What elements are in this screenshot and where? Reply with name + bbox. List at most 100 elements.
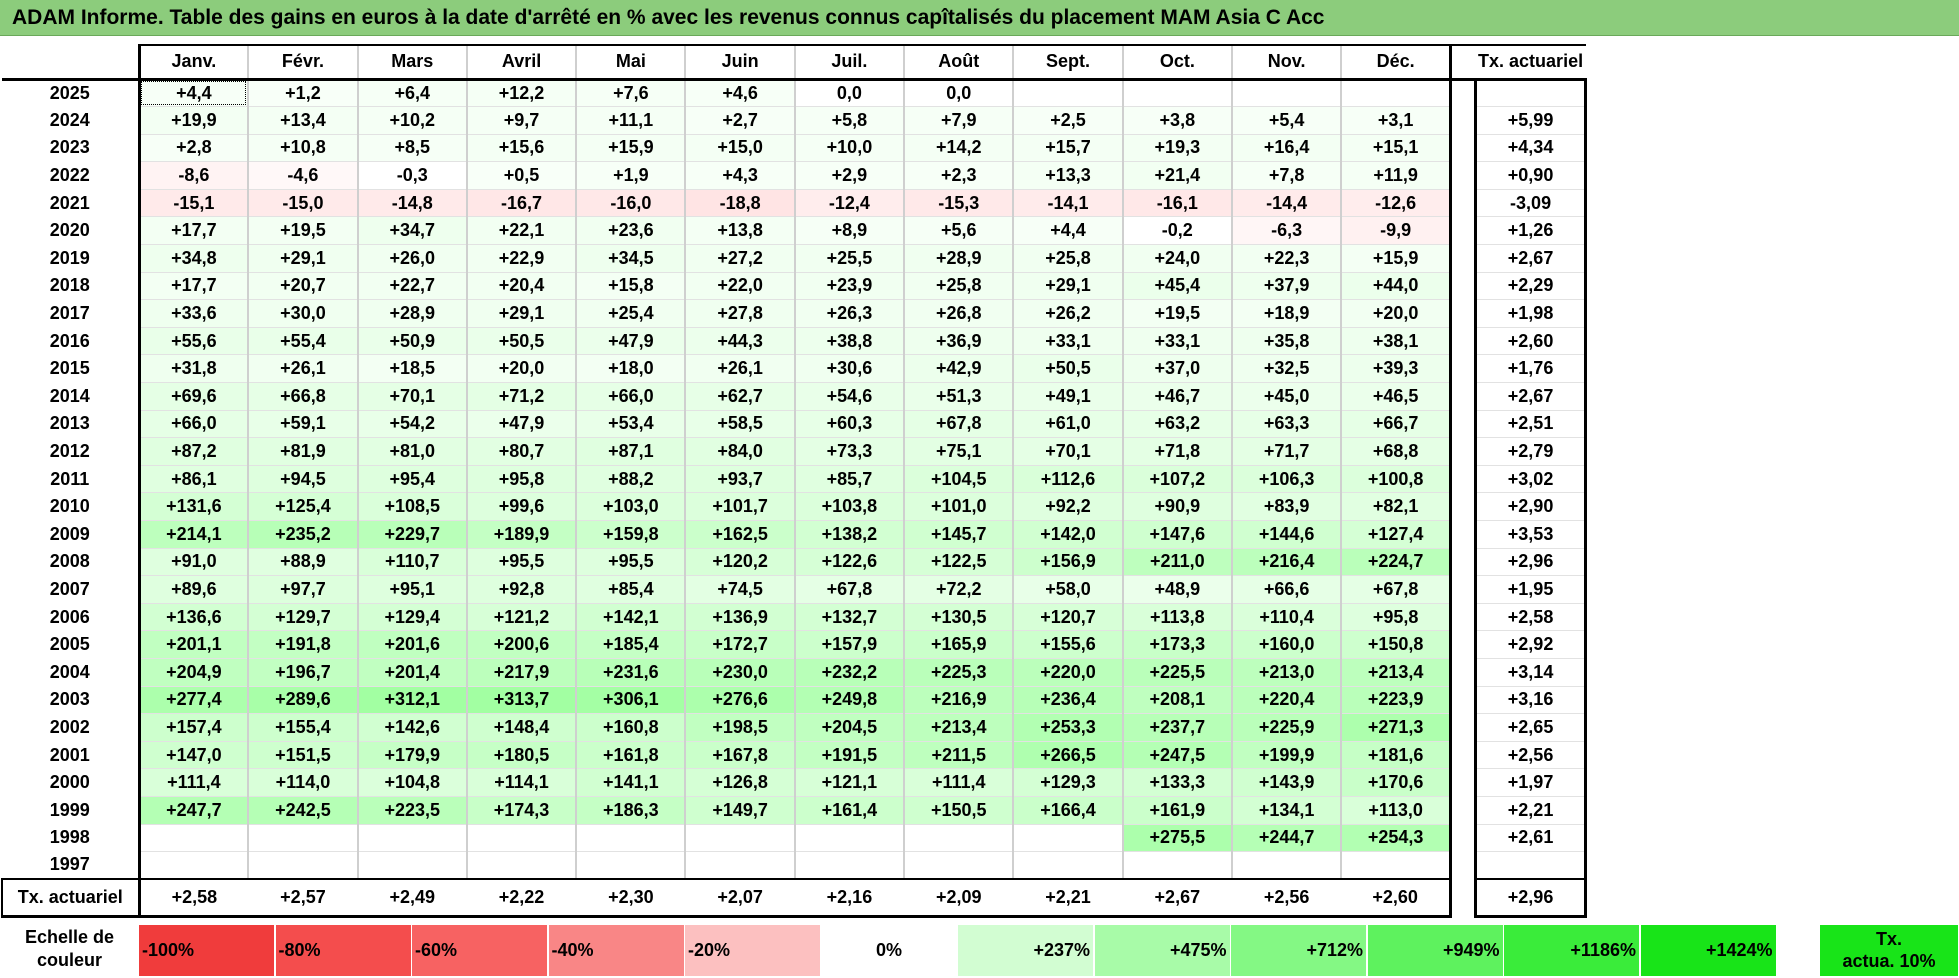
month-header: Déc. <box>1340 44 1453 81</box>
rate-cell: +2,96 <box>1474 547 1588 577</box>
table-row: 2025 +4,4 +1,2 +6,4 +12,2 +7,6 +4,6 0,0 0,0 <box>2 78 1588 108</box>
rate-cell: +5,99 <box>1474 106 1588 135</box>
table-row: 2022 -8,6 -4,6 -0,3 +0,5 +1,9 +4,3 +2,9 +2,3 +13,… <box>2 161 1588 190</box>
value-cell: +277,4 <box>137 685 250 715</box>
value-cell: +22,0 <box>684 271 796 301</box>
value-cell: +133,3 <box>1121 768 1233 797</box>
value-cell: +90,9 <box>1121 492 1233 521</box>
value-cell: +2,3 <box>903 161 1015 190</box>
value-cell: +312,1 <box>356 685 468 715</box>
value-cell: +8,9 <box>793 216 906 246</box>
value-cell: +26,1 <box>684 354 796 384</box>
value-cell: +42,9 <box>903 354 1015 384</box>
value-cell: +88,2 <box>575 464 687 494</box>
value-cell: +60,3 <box>793 409 906 439</box>
value-cell: +142,6 <box>356 713 468 742</box>
value-cell: +46,7 <box>1121 382 1233 411</box>
value-cell: +33,6 <box>137 299 250 328</box>
value-cell: +185,4 <box>575 630 687 659</box>
value-cell: +306,1 <box>575 685 687 715</box>
value-cell: +25,4 <box>575 299 687 328</box>
column-gap <box>1450 879 1476 917</box>
value-cell <box>356 851 468 881</box>
year-label: 2018 <box>49 275 90 296</box>
value-cell: +36,9 <box>903 326 1015 356</box>
value-cell: +19,5 <box>1121 299 1233 328</box>
rate-cell: +3,53 <box>1474 520 1588 549</box>
column-gap <box>1450 575 1476 604</box>
value-cell: +7,9 <box>903 106 1015 135</box>
scale-swatch: -40% <box>548 925 684 976</box>
value-cell: +129,3 <box>1012 768 1124 797</box>
value-cell: +29,1 <box>247 244 359 273</box>
value-cell: +214,1 <box>137 520 250 549</box>
value-cell: +87,1 <box>575 437 687 466</box>
value-cell <box>1012 78 1124 108</box>
value-cell: -0,2 <box>1121 216 1233 246</box>
year-label: 2011 <box>50 468 90 489</box>
value-cell: +15,6 <box>465 133 578 163</box>
value-cell: +6,4 <box>356 78 468 108</box>
value-cell: -12,6 <box>1340 188 1453 218</box>
value-cell: +229,7 <box>356 520 468 549</box>
value-cell: +49,1 <box>1012 382 1124 411</box>
table-row: 2023 +2,8 +10,8 +8,5 +15,6 +15,9 +15,0 +10,0 +14… <box>2 133 1588 163</box>
value-cell: +66,0 <box>137 409 250 439</box>
rate-cell: +1,95 <box>1474 575 1588 604</box>
value-cell: +201,4 <box>356 657 468 687</box>
value-cell: +5,8 <box>793 106 906 135</box>
column-gap <box>1450 548 1476 576</box>
value-cell: +161,4 <box>793 795 906 825</box>
table-row: 2008 +91,0 +88,9 +110,7 +95,5 +95,5 +120,2 +122… <box>2 547 1588 577</box>
value-cell: -14,8 <box>356 188 468 218</box>
rate-cell: +0,90 <box>1474 161 1588 190</box>
value-cell: +27,8 <box>684 299 796 328</box>
value-cell: +111,4 <box>903 768 1015 797</box>
rate-cell: +1,97 <box>1474 768 1588 797</box>
value-cell: +54,6 <box>793 382 906 411</box>
value-cell: +9,7 <box>465 106 578 135</box>
month-header: Janv. <box>137 44 249 81</box>
table-row: 2001 +147,0 +151,5 +179,9 +180,5 +161,8 +167,8… <box>2 740 1588 770</box>
value-cell: +32,5 <box>1230 354 1343 384</box>
value-cell: +74,5 <box>684 575 796 604</box>
value-cell: +25,8 <box>903 271 1015 301</box>
value-cell: +47,9 <box>575 326 687 356</box>
table-row: 1998 +275,5 +244,7 +254,3 +2,61 <box>2 823 1588 853</box>
value-cell: +4,4 <box>1012 216 1124 246</box>
value-cell: +55,4 <box>247 326 359 356</box>
year-label: 2022 <box>49 165 90 186</box>
value-cell: +20,7 <box>247 271 359 301</box>
value-cell: +213,4 <box>1340 657 1453 687</box>
value-cell: +18,5 <box>356 354 468 384</box>
value-cell: +89,6 <box>137 575 250 604</box>
value-cell: +141,1 <box>575 768 687 797</box>
value-cell: +275,5 <box>1121 823 1233 853</box>
value-cell: +34,5 <box>575 244 687 273</box>
scale-swatch: +712% <box>1231 925 1366 976</box>
rate-cell: +2,61 <box>1474 823 1588 853</box>
value-cell: +213,0 <box>1230 657 1343 687</box>
column-gap <box>1450 465 1476 493</box>
value-cell: -12,4 <box>793 188 906 218</box>
value-cell: +200,6 <box>465 630 578 659</box>
column-gap <box>1450 327 1476 355</box>
value-cell: +59,1 <box>247 409 359 439</box>
value-cell: +91,0 <box>137 547 250 577</box>
value-cell: +166,4 <box>1012 795 1124 825</box>
corner-cell <box>2 45 139 81</box>
value-cell: +186,3 <box>575 795 687 825</box>
totals-label: Tx. actuariel <box>1 878 139 918</box>
value-cell: +8,5 <box>356 133 468 163</box>
total-cell: +2,21 <box>1013 878 1123 918</box>
total-cell: +2,49 <box>357 878 467 918</box>
value-cell: +3,8 <box>1121 106 1233 135</box>
month-header: Nov. <box>1230 44 1342 81</box>
column-gap <box>1450 189 1476 217</box>
value-cell: +20,4 <box>465 271 578 301</box>
value-cell: +247,5 <box>1121 740 1233 770</box>
scale-swatch: +949% <box>1367 925 1503 976</box>
value-cell: +84,0 <box>684 437 796 466</box>
value-cell: +22,9 <box>465 244 578 273</box>
table-row: 2015 +31,8 +26,1 +18,5 +20,0 +18,0 +26,1 +30,6 +… <box>2 354 1588 384</box>
